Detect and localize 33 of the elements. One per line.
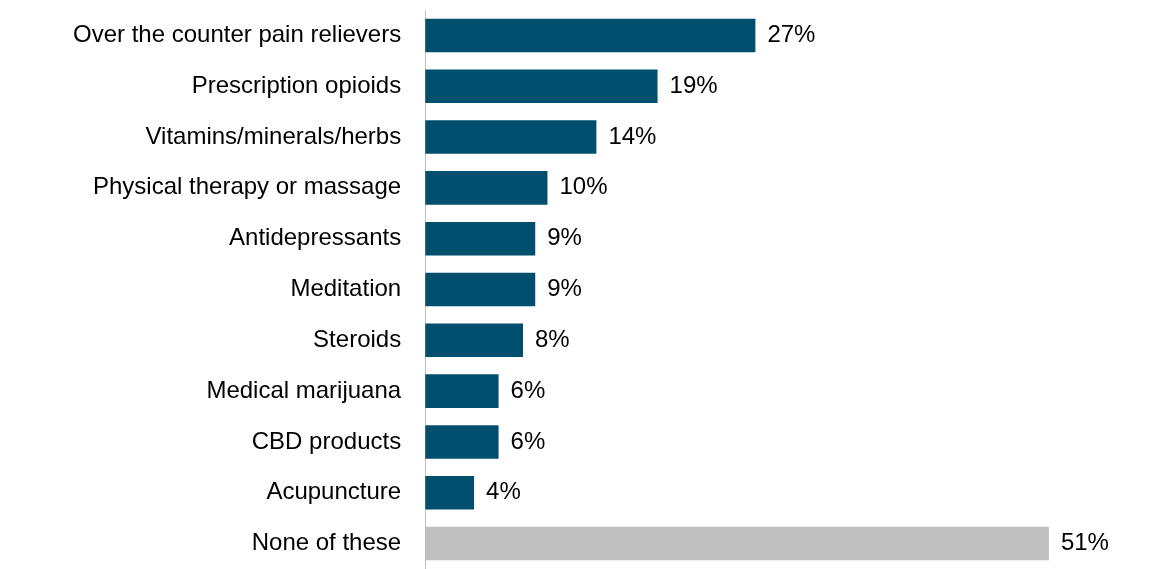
bar xyxy=(425,18,756,53)
y-tick-label: Over the counter pain relievers xyxy=(72,20,402,48)
data-label: 10% xyxy=(559,172,608,200)
y-tick-label: Antidepressants xyxy=(229,223,402,251)
y-tick-label: None of these xyxy=(251,528,402,556)
data-label: 9% xyxy=(547,274,582,302)
y-tick-label: Medical marijuana xyxy=(206,375,402,403)
bar xyxy=(425,323,524,358)
y-tick-label: Vitamins/minerals/herbs xyxy=(145,121,402,149)
data-label: 4% xyxy=(486,477,521,505)
bar xyxy=(425,221,536,256)
bar xyxy=(425,476,475,510)
data-label: 9% xyxy=(547,223,582,251)
data-label: 51% xyxy=(1060,528,1109,556)
bar xyxy=(425,171,548,205)
bar xyxy=(425,526,1049,561)
y-tick-label: Acupuncture xyxy=(266,477,402,505)
y-tick-label: CBD products xyxy=(251,426,402,454)
data-label: 6% xyxy=(510,375,546,403)
bar xyxy=(425,69,658,103)
data-label: 6% xyxy=(510,426,546,454)
bar xyxy=(425,374,499,408)
y-tick-label: Prescription opioids xyxy=(191,70,402,98)
data-label: 19% xyxy=(669,70,718,98)
bar xyxy=(425,120,597,154)
data-label: 27% xyxy=(767,20,816,48)
bar xyxy=(425,272,536,307)
y-tick-label: Meditation xyxy=(290,274,402,302)
data-label: 14% xyxy=(608,121,657,149)
bar xyxy=(425,425,499,459)
data-label: 8% xyxy=(535,324,570,352)
y-tick-label: Steroids xyxy=(313,324,402,352)
y-tick-label: Physical therapy or massage xyxy=(93,172,402,200)
